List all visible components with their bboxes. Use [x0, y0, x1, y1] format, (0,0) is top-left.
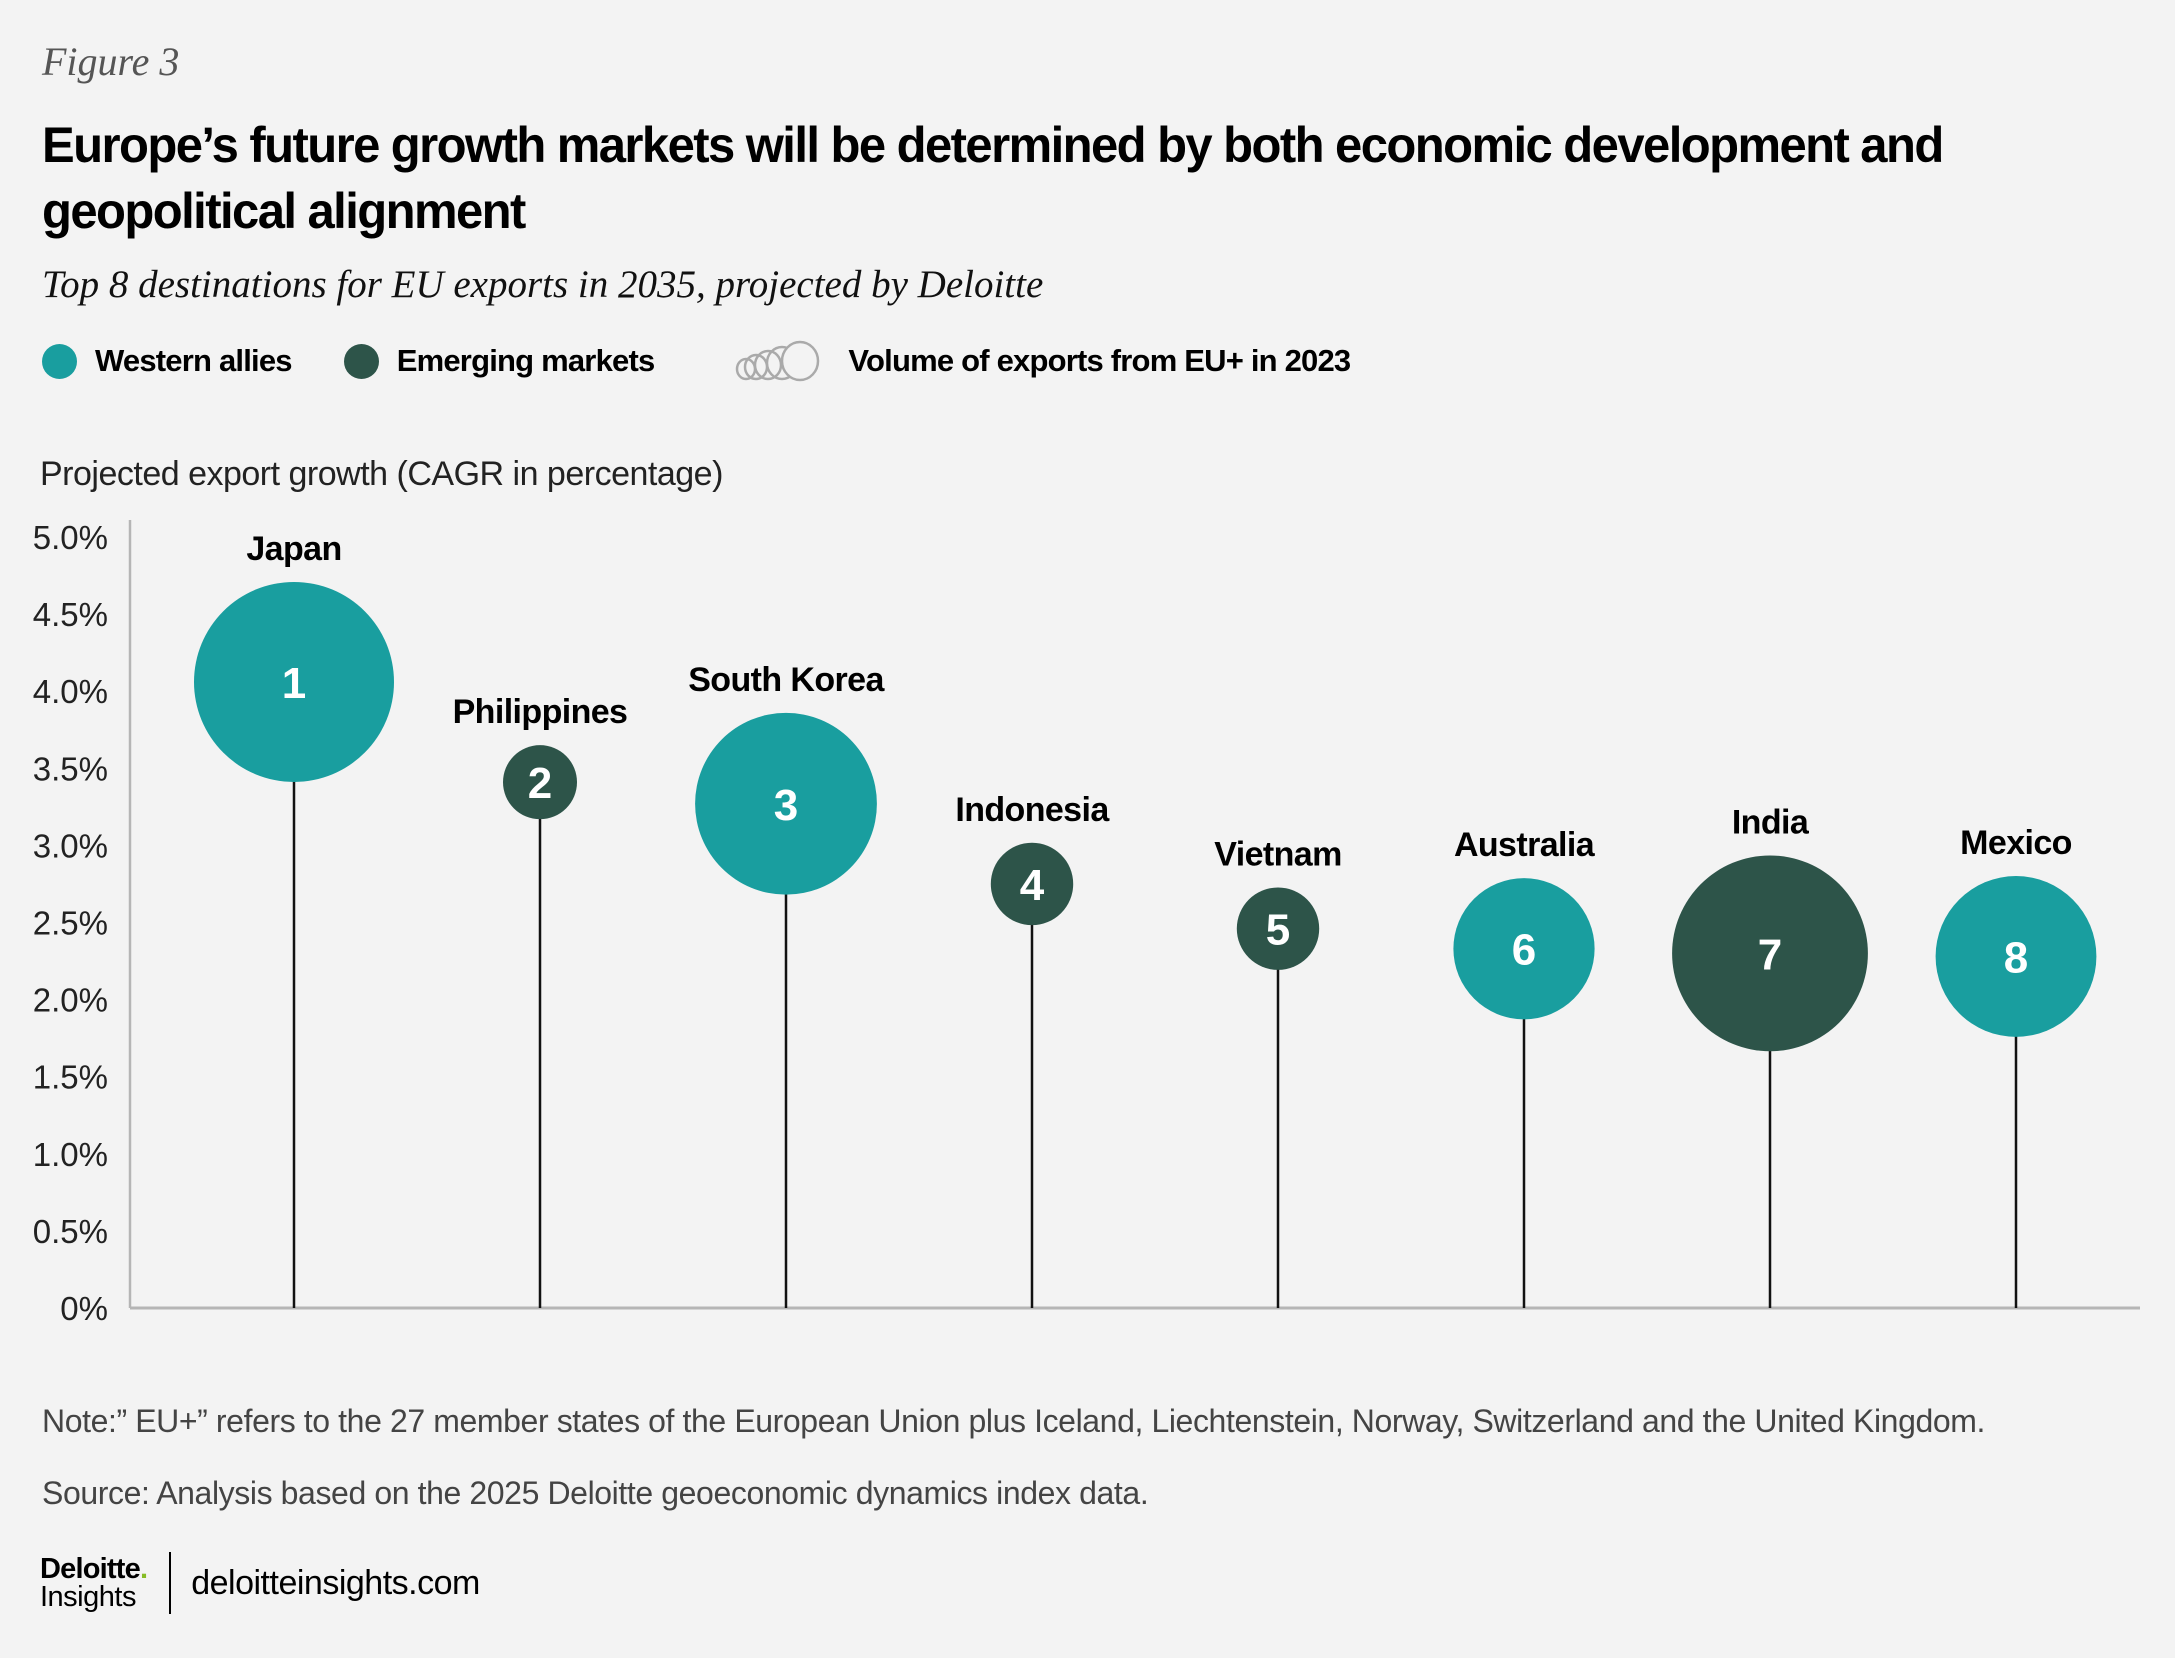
chart-title: Europe’s future growth markets will be d… [42, 117, 1944, 239]
bubble-chart: 0% 0.5% 1.0% 1.5% 2.0% 2.5% 3.0% 3.5% 4.0% 4.5% 5.… [33, 519, 2140, 1327]
chart-subtitle: Top 8 destinations for EU exports in 203… [42, 263, 1044, 306]
bubble-size-icon [736, 340, 820, 382]
bubble-rank-label: 8 [2004, 933, 2028, 982]
bubble-vietnam [1236, 887, 1320, 970]
brand-dot-icon: . [139, 1553, 148, 1585]
y-tick-label: 1.0% [33, 1136, 108, 1173]
western-allies-swatch-icon [42, 343, 77, 379]
bubble-rank-label: 6 [1512, 926, 1536, 975]
y-tick-label: 2.5% [33, 905, 108, 942]
bubble-rank-label: 7 [1758, 930, 1782, 979]
country-label: South Korea [688, 661, 885, 699]
bubble-south-korea [695, 712, 877, 895]
legend: Western allies Emerging markets Volume o… [42, 336, 1351, 386]
legend-item-emerging-markets: Emerging markets [343, 343, 656, 379]
bubble-india [1672, 855, 1868, 1052]
country-label: Indonesia [955, 791, 1110, 829]
legend-label: Volume of exports from EU+ in 2023 [848, 343, 1351, 378]
deloitte-insights-logo: Deloitte. Insights [40, 1553, 148, 1613]
y-tick-label: 3.5% [33, 750, 108, 787]
y-tick-label: 5.0% [33, 519, 108, 556]
country-label: India [1732, 803, 1810, 841]
country-label: Vietnam [1214, 835, 1341, 873]
country-label: Philippines [453, 693, 628, 731]
bubble-rank-label: 3 [774, 781, 798, 830]
bubble-rank-label: 5 [1266, 906, 1290, 955]
y-tick-label: 3.0% [33, 827, 108, 864]
footer-divider [169, 1552, 172, 1614]
y-tick-label: 0.5% [33, 1213, 108, 1250]
brand-name: Deloitte. [40, 1553, 148, 1585]
country-label: Japan [246, 530, 341, 568]
country-label: Mexico [1960, 824, 2072, 862]
y-tick-label: 4.5% [33, 596, 108, 633]
footer-url[interactable]: deloitteinsights.com [191, 1563, 480, 1602]
footnote-note: Note:” EU+” refers to the 27 member stat… [42, 1403, 1986, 1439]
bubble-indonesia [990, 842, 1074, 926]
brand-sub: Insights [40, 1581, 136, 1613]
y-axis-title: Projected export growth (CAGR in percent… [40, 455, 723, 493]
bubble-australia [1453, 878, 1595, 1020]
emerging-markets-swatch-icon [343, 343, 379, 379]
legend-label: Emerging markets [396, 343, 656, 378]
country-label: Australia [1454, 826, 1596, 864]
bubble-philippines [503, 745, 577, 820]
footer: Deloitte. Insights deloitteinsights.com [40, 1552, 480, 1614]
figure-label: Figure 3 [42, 39, 180, 84]
y-tick-label: 2.0% [33, 982, 108, 1019]
footnote-source: Source: Analysis based on the 2025 Deloi… [42, 1475, 1149, 1511]
y-tick-label: 1.5% [33, 1059, 108, 1096]
bubble-rank-label: 2 [528, 759, 552, 808]
y-tick-label: 4.0% [33, 673, 108, 710]
bubble-mexico [1935, 876, 2097, 1037]
legend-label: Western allies [95, 343, 293, 378]
bubble-rank-label: 1 [282, 659, 306, 708]
bubble-japan [194, 581, 394, 782]
bubble-rank-label: 4 [1020, 861, 1045, 910]
legend-item-volume: Volume of exports from EU+ in 2023 [734, 340, 1351, 382]
legend-item-western-allies: Western allies [42, 343, 293, 379]
y-tick-label: 0% [60, 1290, 108, 1327]
